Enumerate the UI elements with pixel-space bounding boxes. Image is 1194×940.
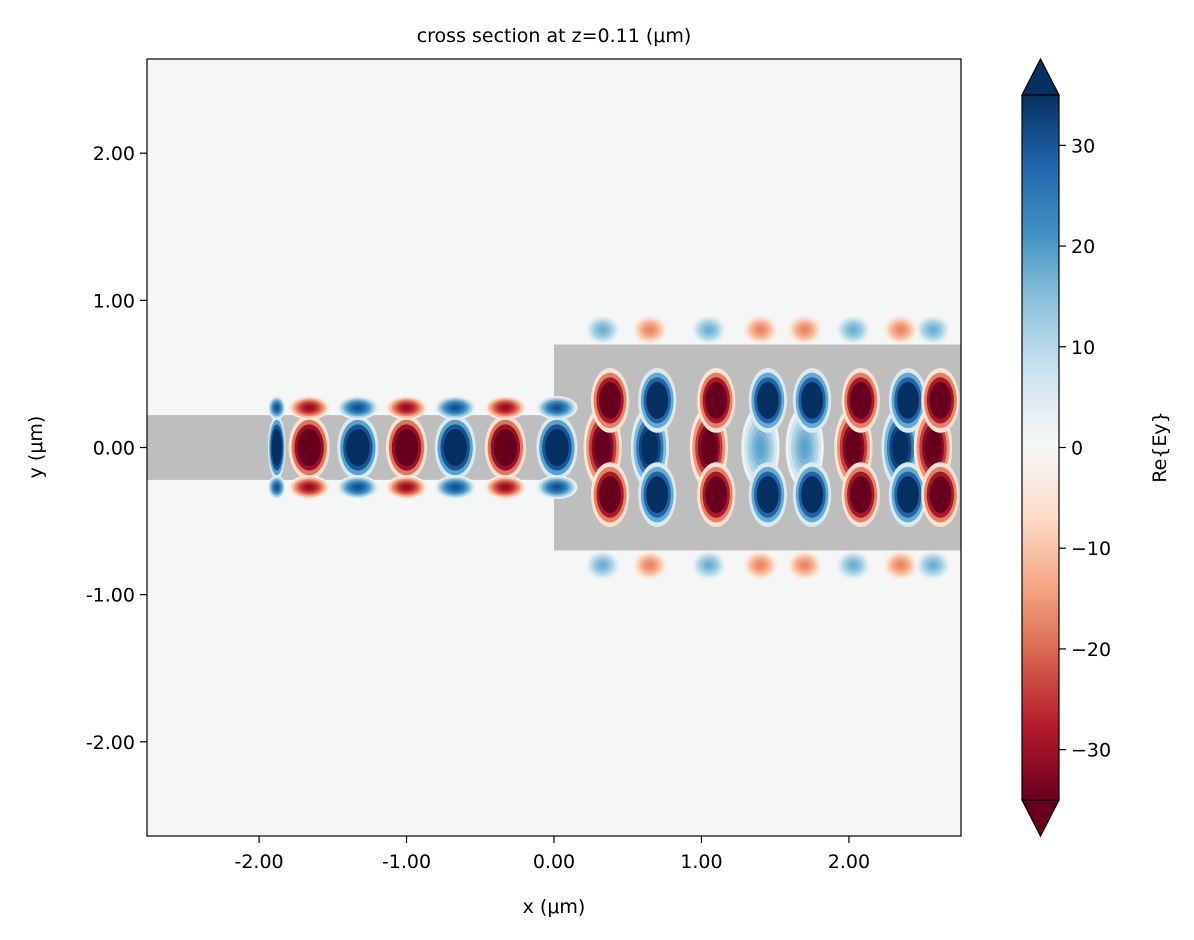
colorbar-tick-label: 20 xyxy=(1071,236,1095,258)
field-lobe-25 xyxy=(585,315,620,345)
x-tick-label: -2.00 xyxy=(234,851,283,873)
colorbar-extend-top xyxy=(1021,57,1060,96)
field-lobe-1 xyxy=(267,415,286,480)
field-lobe-40 xyxy=(743,315,778,345)
field-lobe-49 xyxy=(841,462,880,527)
field-lobe-12 xyxy=(385,475,428,500)
colorbar-tick-label: 0 xyxy=(1071,438,1083,460)
field-lobe-50 xyxy=(836,315,871,345)
colorbar-ticks: 30 20 10 0 −10 −20 −30 xyxy=(1059,135,1111,762)
field-lobe-8 xyxy=(337,395,379,420)
field-lobe-20 xyxy=(536,395,578,420)
x-axis-label: x (μm) xyxy=(523,896,586,918)
field-lobe-48 xyxy=(841,368,880,433)
field-lobe-31 xyxy=(632,550,668,580)
field-lobe-56 xyxy=(883,550,918,580)
y-tick-label: 2.00 xyxy=(93,143,135,165)
field-lobe-34 xyxy=(697,462,736,527)
x-tick-label: 2.00 xyxy=(828,851,870,873)
field-lobe-2 xyxy=(267,395,286,420)
field-lobe-38 xyxy=(748,368,787,433)
colorbar: 30 20 10 0 −10 −20 −30 Re{Ey} xyxy=(1021,57,1171,838)
y-tick-label: -1.00 xyxy=(86,585,135,607)
field-layer xyxy=(267,315,960,580)
plot-area xyxy=(146,58,962,837)
field-lobe-16 xyxy=(484,415,526,480)
colorbar-tick-label: 10 xyxy=(1071,337,1095,359)
field-lobe-6 xyxy=(288,475,330,500)
field-lobe-23 xyxy=(590,368,630,433)
field-lobe-5 xyxy=(288,395,330,420)
field-lobe-51 xyxy=(836,550,871,580)
colorbar-tick-label: −20 xyxy=(1071,639,1111,661)
field-lobe-4 xyxy=(288,415,330,480)
field-lobe-11 xyxy=(385,395,428,420)
field-lobe-21 xyxy=(536,475,578,500)
y-axis-ticks: -2.00 -1.00 0.00 1.00 2.00 xyxy=(86,143,147,754)
field-lobe-46 xyxy=(787,550,822,580)
field-lobe-9 xyxy=(337,475,379,500)
chart-title: cross section at z=0.11 (μm) xyxy=(417,25,692,47)
field-lobe-17 xyxy=(484,395,526,420)
colorbar-label: Re{Ey} xyxy=(1149,411,1171,482)
field-lobe-15 xyxy=(434,475,476,500)
field-lobe-53 xyxy=(888,368,928,433)
field-lobe-26 xyxy=(585,550,620,580)
field-lobe-55 xyxy=(883,315,918,345)
colorbar-body xyxy=(1022,95,1059,800)
x-tick-label: 0.00 xyxy=(533,851,575,873)
y-tick-label: -2.00 xyxy=(86,732,135,754)
field-lobe-24 xyxy=(590,462,630,527)
colorbar-tick-label: 30 xyxy=(1071,135,1095,157)
field-lobe-13 xyxy=(434,415,476,480)
field-lobe-44 xyxy=(792,462,832,527)
colorbar-extend-bottom xyxy=(1021,799,1060,838)
x-tick-label: -1.00 xyxy=(382,851,431,873)
x-tick-label: 1.00 xyxy=(680,851,722,873)
y-axis-label: y (μm) xyxy=(25,416,47,479)
field-lobe-36 xyxy=(691,550,727,580)
field-lobe-28 xyxy=(638,368,677,433)
field-lobe-14 xyxy=(434,395,476,420)
field-lobe-19 xyxy=(536,415,578,480)
field-lobe-39 xyxy=(748,462,787,527)
field-lobe-7 xyxy=(337,415,379,480)
field-lobe-61 xyxy=(915,550,951,580)
y-tick-label: 1.00 xyxy=(93,290,135,312)
field-lobe-18 xyxy=(484,475,526,500)
field-lobe-29 xyxy=(638,462,677,527)
field-lobe-58 xyxy=(921,368,960,433)
field-lobe-43 xyxy=(792,368,832,433)
colorbar-tick-label: −10 xyxy=(1071,538,1111,560)
y-tick-label: 0.00 xyxy=(93,438,135,460)
field-lobe-30 xyxy=(632,315,668,345)
field-lobe-35 xyxy=(691,315,727,345)
field-lobe-33 xyxy=(697,368,736,433)
field-lobe-59 xyxy=(921,462,960,527)
field-lobe-45 xyxy=(787,315,822,345)
field-lobe-3 xyxy=(267,475,286,500)
field-lobe-54 xyxy=(888,462,928,527)
x-axis-ticks: -2.00 -1.00 0.00 1.00 2.00 xyxy=(234,836,870,873)
field-lobe-10 xyxy=(385,415,428,480)
field-lobe-60 xyxy=(915,315,951,345)
field-lobe-41 xyxy=(743,550,778,580)
colorbar-tick-label: −30 xyxy=(1071,740,1111,762)
